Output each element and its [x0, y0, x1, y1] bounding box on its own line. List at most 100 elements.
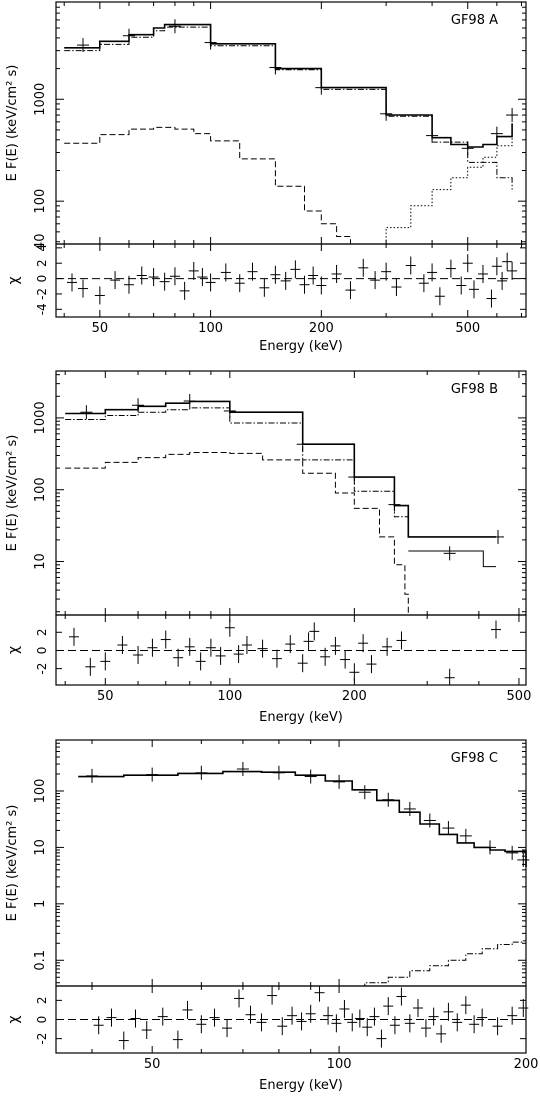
residual-point	[391, 278, 402, 297]
residual-point	[270, 265, 281, 284]
data-point	[506, 845, 519, 860]
panel-title: GF98 C	[451, 751, 498, 766]
x-tick-label: 500	[507, 689, 532, 704]
data-point	[132, 398, 145, 413]
residual-point	[376, 1029, 387, 1048]
data-point	[315, 80, 328, 95]
data-point	[296, 437, 309, 452]
data-point	[348, 470, 361, 485]
y-tick-label: 1000	[33, 83, 48, 116]
residual-point	[290, 260, 301, 279]
data-point	[490, 126, 503, 141]
residual-point	[354, 1009, 365, 1028]
residual-point	[456, 276, 467, 295]
residual-point	[477, 1008, 488, 1027]
residual-point	[234, 989, 245, 1008]
resid-tick-label: 2	[35, 628, 49, 636]
data-point	[492, 529, 505, 544]
data-point	[86, 768, 99, 783]
residual-point	[314, 986, 325, 1002]
residual-point	[389, 1016, 400, 1035]
data-point	[272, 765, 285, 780]
data-point	[382, 792, 395, 807]
residual-point	[169, 267, 180, 286]
resid-axis-label: χ	[6, 1015, 22, 1023]
data-point	[461, 141, 474, 156]
residual-point	[490, 620, 501, 639]
residual-point	[462, 254, 473, 273]
residual-point	[507, 1006, 518, 1025]
residual-point	[303, 632, 314, 651]
y-tick-label: 40	[33, 233, 48, 250]
residual-point	[224, 618, 235, 637]
residual-point	[296, 1012, 307, 1031]
residual-point	[66, 273, 77, 292]
residual-point	[486, 289, 497, 308]
residual-point	[444, 668, 455, 685]
residual-point	[339, 999, 350, 1018]
data-point	[442, 821, 455, 836]
residual-point	[305, 1004, 316, 1023]
residual-point	[469, 280, 480, 299]
y-tick-label: 100	[33, 477, 48, 502]
data-point	[183, 393, 196, 408]
data-point	[333, 774, 346, 789]
residual-point	[136, 266, 147, 285]
residual-point	[347, 1013, 358, 1032]
data-point	[80, 405, 93, 420]
residual-point	[285, 635, 296, 654]
resid-tick-label: 2	[35, 259, 49, 267]
series-total	[65, 400, 496, 538]
residual-point	[340, 650, 351, 669]
data-point	[403, 801, 416, 816]
residual-point	[245, 1005, 256, 1024]
x-axis-label: Energy (keV)	[259, 710, 343, 725]
resid-tick-label: 0	[35, 647, 49, 655]
data-point	[204, 35, 217, 50]
y-axis-label: E F(E) (keV/cm² s)	[5, 805, 20, 922]
residual-point	[157, 1007, 168, 1026]
x-axis-label: Energy (keV)	[259, 339, 343, 354]
residual-point	[205, 273, 216, 292]
residual-point	[241, 636, 252, 654]
residual-point	[196, 1015, 207, 1034]
y-tick-label: 100	[33, 779, 48, 804]
y-axis-label: E F(E) (keV/cm² s)	[5, 65, 20, 182]
residual-point	[428, 1007, 439, 1026]
residual-point	[309, 622, 320, 641]
resid-tick-label: 0	[35, 275, 49, 283]
residual-point	[182, 1000, 193, 1019]
residual-point	[85, 657, 96, 676]
data-point	[506, 108, 519, 123]
residual-plot-frame	[55, 243, 527, 318]
data-point	[423, 813, 436, 828]
data-point	[483, 840, 496, 855]
x-tick-label: 50	[97, 689, 114, 704]
residual-point	[382, 637, 393, 656]
x-tick-label: 100	[217, 689, 242, 704]
chart-panel-c: 50 100 200 0.1 1 10 100 -2 0 2 GF98 C Energy (keV) E…	[5, 739, 538, 1093]
residual-point	[133, 646, 144, 664]
residual-point	[280, 271, 291, 290]
resid-tick-label: 2	[35, 997, 49, 1005]
resid-axis-label: χ	[6, 646, 22, 654]
series-secondary	[349, 933, 527, 987]
residual-point	[497, 271, 508, 290]
residual-point	[434, 287, 445, 306]
panel-title: GF98 B	[451, 382, 498, 397]
x-tick-label: 100	[198, 321, 223, 336]
x-tick-label: 100	[327, 1057, 352, 1072]
data-point	[77, 38, 90, 53]
y-tick-label: 100	[33, 189, 48, 214]
residual-point	[381, 262, 392, 281]
residual-point	[148, 268, 159, 287]
y-tick-label: 1000	[33, 401, 48, 434]
residual-point	[93, 1016, 104, 1035]
resid-tick-label: -2	[35, 1033, 49, 1045]
main-plot-frame	[55, 739, 527, 987]
data-point	[426, 128, 439, 143]
residual-point	[277, 1017, 288, 1036]
residual-point	[130, 1009, 141, 1028]
residual-point	[172, 1030, 183, 1049]
data-point	[388, 497, 401, 512]
